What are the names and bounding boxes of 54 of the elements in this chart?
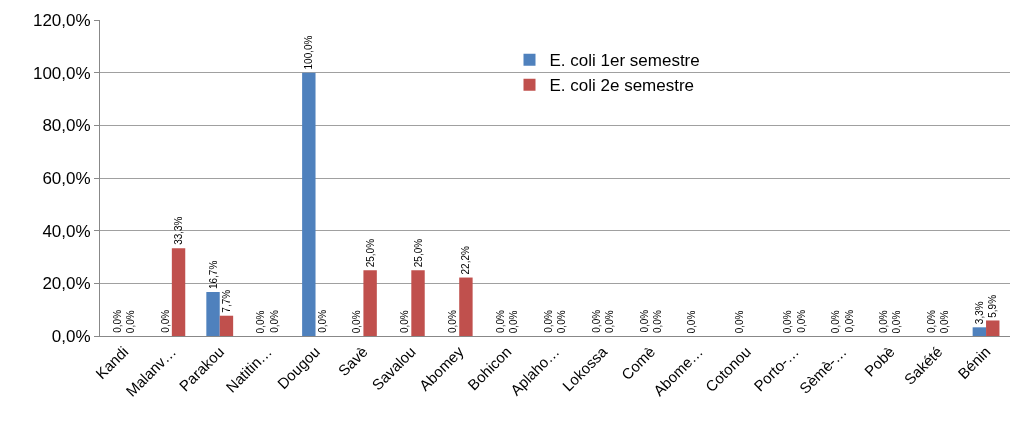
data-label: 22,2% (460, 246, 472, 275)
data-label: 0,0% (925, 310, 937, 333)
bar (972, 327, 987, 336)
data-label: 16,7% (208, 260, 220, 290)
bar (411, 270, 425, 336)
y-tick-label: 80,0% (42, 116, 91, 136)
data-label: 5,9% (986, 294, 998, 318)
data-label: 0,0% (494, 310, 506, 333)
data-label: 0,0% (447, 310, 459, 334)
data-label: 0,0% (878, 310, 890, 334)
data-label: 0,0% (686, 310, 698, 334)
bar (459, 277, 473, 336)
y-tick-label: 0,0% (51, 326, 91, 346)
data-label: 0,0% (125, 310, 137, 334)
data-label: 0,0% (508, 310, 520, 334)
data-label: 0,0% (843, 309, 855, 333)
y-tick-label: 40,0% (42, 221, 91, 241)
data-label: 7,7% (221, 289, 233, 313)
data-label: 0,0% (638, 309, 650, 333)
y-tick-label: 20,0% (42, 274, 91, 294)
data-label: 0,0% (830, 310, 842, 334)
data-label: 0,0% (399, 310, 411, 334)
bar (171, 248, 186, 336)
bar (302, 72, 316, 336)
data-label: 0,0% (268, 309, 280, 333)
y-tick-label: 120,0% (32, 10, 91, 30)
bar (206, 292, 220, 336)
data-label: 33,3% (173, 216, 185, 245)
data-label: 0,0% (782, 310, 794, 334)
legend-label: E. coli 2e semestre (549, 76, 695, 96)
data-label: 0,0% (891, 310, 903, 334)
data-label: 0,0% (651, 310, 663, 333)
data-label: 0,0% (542, 309, 554, 333)
data-label: 0,0% (316, 309, 328, 333)
data-label: 0,0% (795, 309, 807, 333)
data-label: 25,0% (364, 238, 376, 268)
bar (363, 270, 377, 336)
bar (986, 320, 1000, 336)
data-label: 0,0% (111, 309, 123, 333)
data-label: 3,3% (973, 301, 985, 325)
bar (219, 315, 234, 336)
data-label: 0,0% (734, 310, 746, 334)
y-tick-label: 60,0% (42, 168, 91, 188)
data-label: 0,0% (604, 310, 616, 334)
data-label: 100,0% (303, 35, 315, 70)
data-label: 0,0% (159, 309, 171, 333)
data-label: 0,0% (255, 310, 267, 334)
data-label: 0,0% (556, 310, 568, 334)
data-label: 25,0% (412, 238, 424, 268)
data-label: 0,0% (590, 309, 602, 333)
data-label: 0,0% (351, 310, 363, 334)
legend-label: E. coli 1er semestre (549, 51, 700, 71)
y-tick-label: 100,0% (32, 63, 91, 83)
data-label: 0,0% (939, 310, 951, 334)
